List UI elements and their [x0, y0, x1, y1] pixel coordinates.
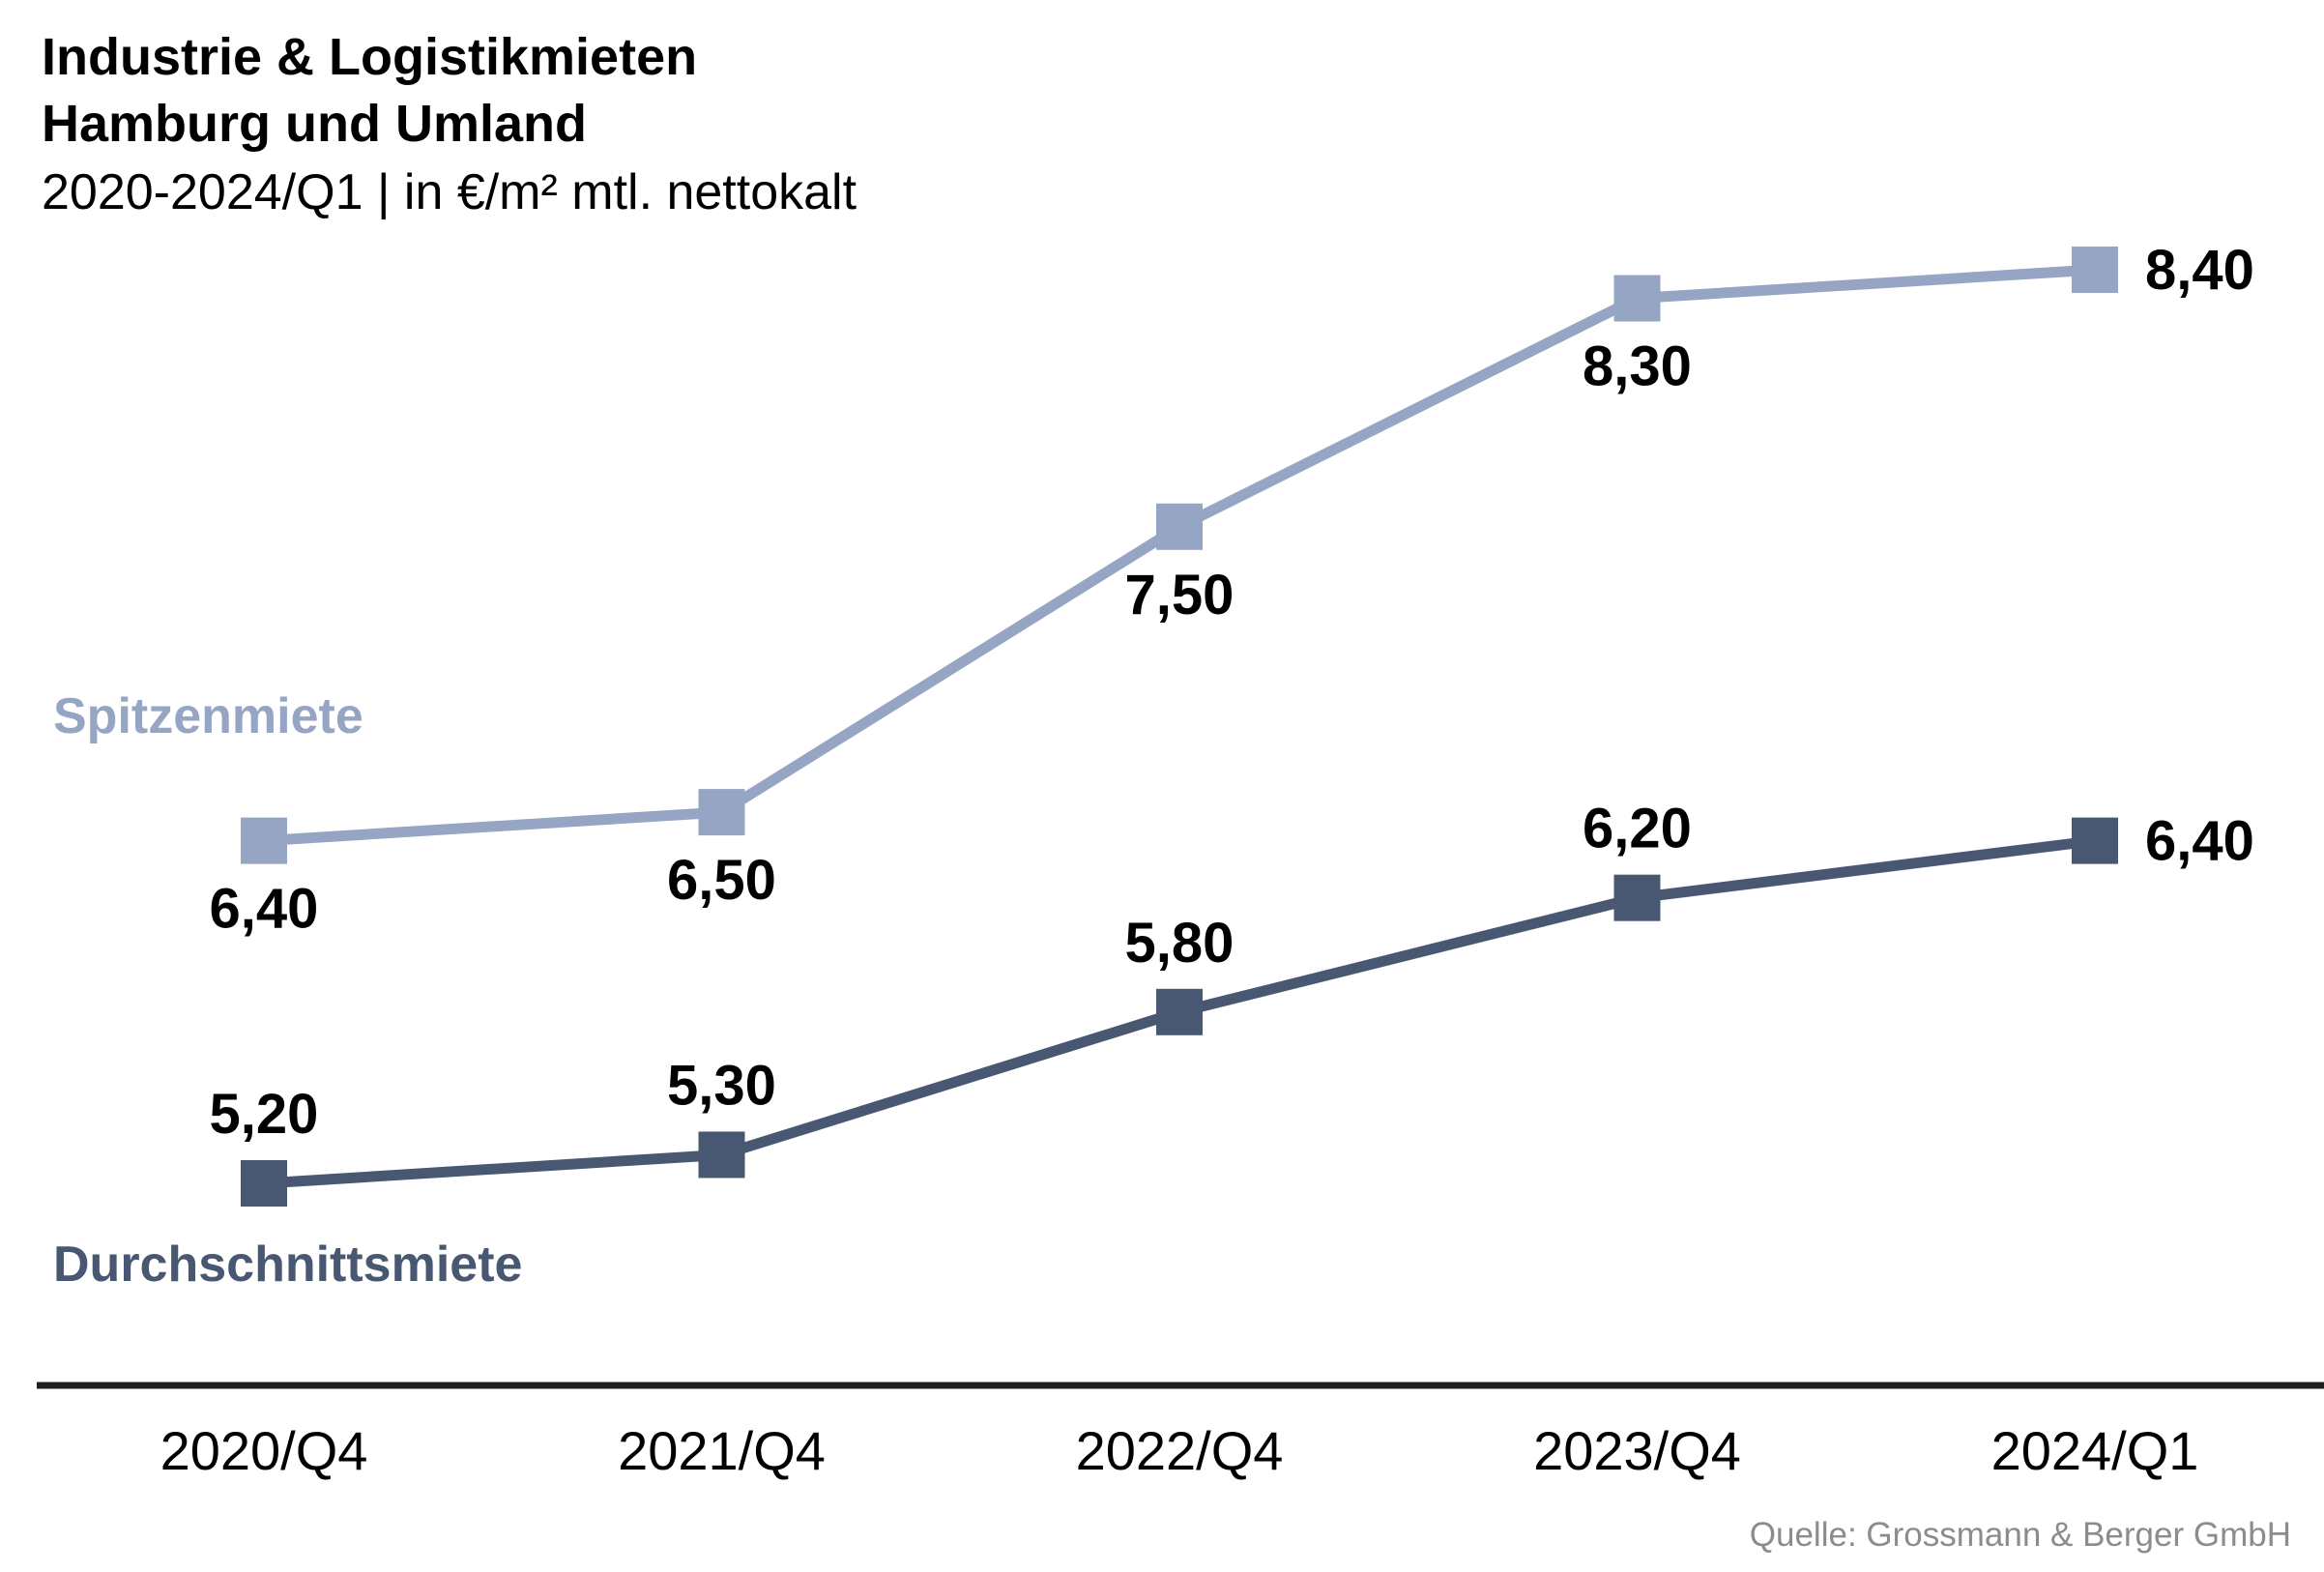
spitzenmiete-line [263, 264, 2096, 847]
x-axis-ticks: 2020/Q4 2021/Q4 2022/Q4 2023/Q4 2024/Q1 [160, 1420, 2199, 1481]
x-tick-label: 2024/Q1 [1991, 1420, 2199, 1481]
spitzenmiete-marker [698, 789, 745, 836]
spitzenmiete-data-label: 8,30 [1583, 335, 1692, 398]
durchschnittsmiete-marker [241, 1160, 287, 1207]
durchschnittsmiete-data-label: 6,40 [2145, 810, 2254, 873]
spitzenmiete-series-label: Spitzenmiete [53, 688, 363, 744]
source-note: Quelle: Grossmann & Berger GmbH [1750, 1516, 2291, 1554]
chart-subtitle: 2020-2024/Q1 | in €/m² mtl. nettokalt [42, 164, 857, 220]
chart-title-line2: Hamburg und Umland [42, 95, 587, 153]
durchschnittsmiete-marker [1156, 988, 1203, 1035]
durchschnittsmiete-marker [2072, 817, 2118, 864]
durchschnittsmiete-marker [1613, 874, 1661, 921]
x-tick-label: 2020/Q4 [160, 1420, 368, 1481]
x-tick-label: 2021/Q4 [618, 1420, 826, 1481]
spitzenmiete-data-label: 6,50 [667, 849, 776, 912]
durchschnittsmiete-data-label: 5,80 [1125, 912, 1235, 975]
spitzenmiete-marker [1156, 503, 1203, 550]
durchschnittsmiete-data-label: 5,30 [667, 1054, 776, 1117]
spitzenmiete-marker [241, 817, 287, 864]
x-tick-label: 2023/Q4 [1533, 1420, 1741, 1481]
plot-area: 6,40 6,50 7,50 8,30 8,40 Spitzenmiete 5,20 5,30… [53, 239, 2254, 1293]
spitzenmiete-marker [1613, 275, 1661, 322]
x-tick-label: 2022/Q4 [1076, 1420, 1284, 1481]
durchschnittsmiete-series-label: Durchschnittsmiete [53, 1237, 522, 1293]
durchschnittsmiete-data-label: 6,20 [1583, 798, 1692, 860]
spitzenmiete-data-label: 6,40 [210, 878, 319, 941]
durchschnittsmiete-marker [698, 1131, 745, 1179]
chart-title-line1: Industrie & Logistikmieten [42, 28, 697, 86]
spitzenmiete-data-label: 7,50 [1125, 564, 1235, 626]
spitzenmiete-data-label: 8,40 [2145, 239, 2254, 302]
durchschnittsmiete-data-label: 5,20 [210, 1083, 319, 1146]
spitzenmiete-marker [2072, 247, 2118, 293]
